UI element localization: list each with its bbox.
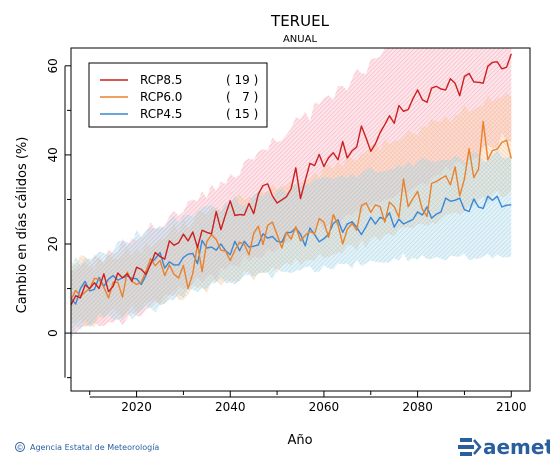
x-tick-label-2080: 2080 (402, 400, 433, 414)
x-tick-label-2100: 2100 (496, 400, 527, 414)
copyright-symbol: © (17, 444, 24, 452)
agency-name: Agencia Estatal de Meteorología (30, 443, 159, 452)
x-tick-label-2060: 2060 (309, 400, 340, 414)
y-tick-label-20: 20 (46, 236, 60, 251)
x-tick-label-2020: 2020 (121, 400, 152, 414)
legend-count-rcp85: ( 19 ) (226, 73, 258, 87)
plot-frame (70, 47, 531, 392)
y-axis: 0 20 40 60 (46, 58, 71, 379)
x-axis: 2020 2040 2060 2080 2100 (89, 391, 527, 414)
legend-label-rcp85: RCP8.5 (140, 73, 182, 87)
y-tick-label-0: 0 (46, 329, 60, 337)
legend-box (88, 62, 268, 128)
aemet-logo: aemet (458, 435, 550, 459)
y-tick-label-40: 40 (46, 147, 60, 162)
y-tick-label-60: 60 (46, 58, 60, 73)
footer-credit: © Agencia Estatal de Meteorología (15, 442, 159, 452)
aemet-logo-icon (458, 438, 482, 456)
copyright-icon (15, 442, 25, 452)
legend: RCP8.5 ( 19 ) RCP6.0 ( 7 ) RCP4.5 ( 15 ) (88, 62, 268, 128)
x-axis-label: Año (287, 433, 312, 448)
chart-subtitle: ANUAL (283, 34, 317, 45)
chart-title: TERUEL (270, 12, 330, 30)
legend-label-rcp60: RCP6.0 (140, 90, 182, 104)
series-line-rcp60 (71, 120, 512, 301)
legend-label-rcp45: RCP4.5 (140, 107, 182, 121)
legend-count-rcp45: ( 15 ) (226, 107, 258, 121)
y-axis-label: Cambio en días cálidos (%) (15, 137, 30, 314)
series-line-rcp45 (71, 195, 512, 305)
legend-count-rcp60: ( 7 ) (226, 90, 258, 104)
series-line-rcp85 (71, 53, 512, 306)
aemet-brand: aemet (483, 435, 550, 459)
x-tick-label-2040: 2040 (215, 400, 246, 414)
